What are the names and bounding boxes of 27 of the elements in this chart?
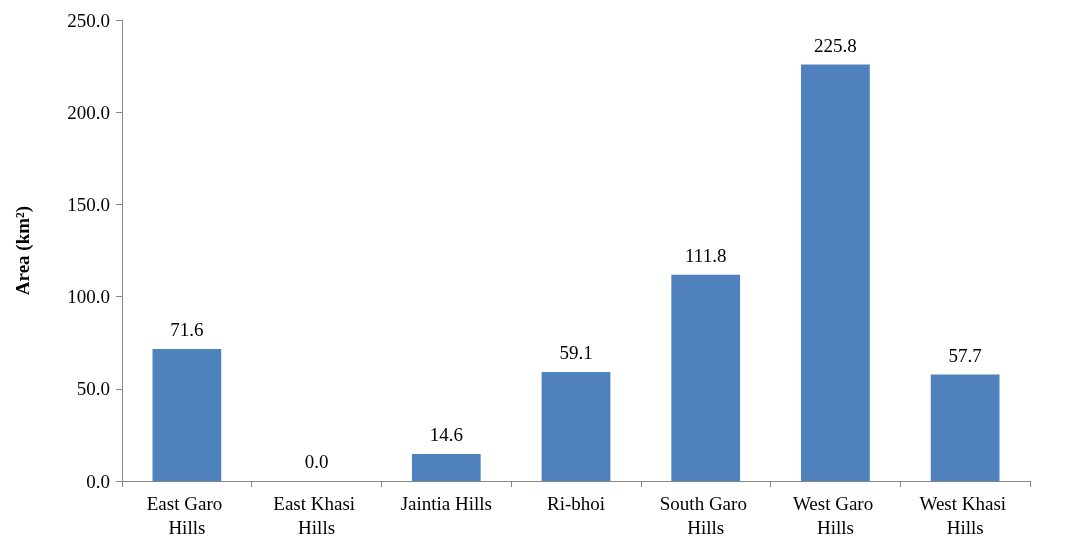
x-tick-label: South Garo Hills [659, 492, 752, 538]
x-tick-label: Jaintia Hills [400, 492, 492, 514]
data-label: 0.0 [304, 451, 329, 472]
y-tick-label: 150.0 [67, 193, 110, 215]
data-label: 71.6 [170, 318, 204, 340]
bar [541, 372, 611, 481]
bar [801, 64, 870, 481]
bar [152, 348, 222, 481]
y-tick-label: 250.0 [67, 9, 110, 31]
bar [671, 274, 741, 481]
data-label: 225.8 [814, 34, 857, 56]
x-tick-label: East Garo Hills [146, 492, 227, 538]
data-label: 111.8 [685, 244, 727, 266]
data-label: 59.1 [559, 342, 593, 364]
y-tick-label: 50.0 [76, 378, 110, 400]
y-tick-label: 200.0 [67, 101, 110, 123]
bar [930, 374, 1000, 481]
x-tick-label: West Garo Hills [792, 492, 878, 538]
y-axis-title: Area (km²) [12, 205, 34, 296]
data-label: 57.7 [948, 344, 982, 366]
x-tick-label: East Khasi Hills [273, 492, 360, 538]
bar [411, 454, 481, 481]
y-tick-label: 0.0 [86, 470, 110, 492]
x-tick-label: Ri-bhoi [546, 492, 606, 514]
data-label: 14.6 [429, 424, 463, 446]
x-tick-label: West Khasi Hills [919, 492, 1011, 538]
y-tick-label: 100.0 [67, 286, 110, 308]
